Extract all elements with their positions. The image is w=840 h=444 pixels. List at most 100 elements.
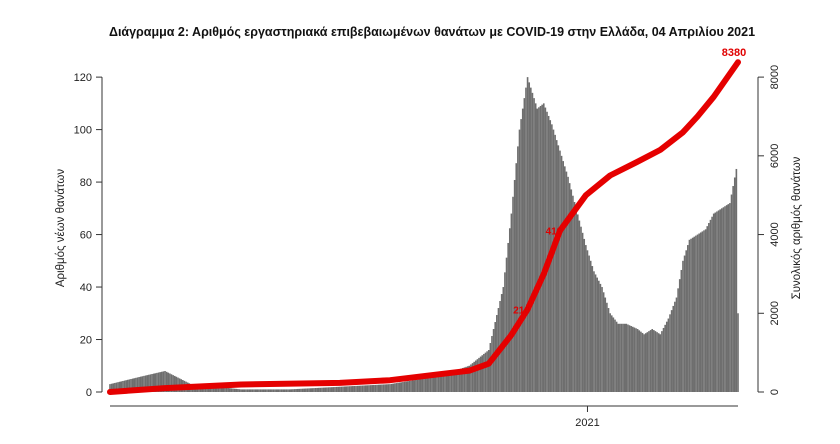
bar [585, 245, 587, 392]
bar [322, 387, 325, 392]
bar [458, 369, 461, 392]
bar [674, 301, 676, 392]
bar [225, 387, 228, 392]
bar [358, 385, 361, 392]
bar [282, 389, 284, 392]
bar [251, 389, 254, 392]
bar [131, 378, 134, 392]
bar [130, 379, 132, 392]
bar [332, 387, 335, 392]
bar [439, 375, 441, 392]
bar [395, 383, 398, 392]
bar [576, 214, 579, 392]
bar [259, 389, 262, 392]
bar [160, 371, 163, 392]
bar [531, 92, 534, 393]
bar [139, 376, 142, 392]
bar [701, 231, 704, 392]
bar [237, 389, 239, 392]
bar [623, 323, 626, 392]
bar [559, 150, 561, 392]
bar [602, 292, 605, 392]
bar [638, 330, 641, 392]
bar [599, 283, 602, 392]
bar [148, 374, 150, 392]
bar [308, 388, 310, 392]
bar [515, 163, 518, 392]
bar [385, 384, 388, 392]
bar [228, 388, 231, 392]
bar [546, 111, 548, 392]
bar [657, 333, 660, 392]
bar [144, 375, 147, 392]
bar [382, 384, 385, 392]
bar [703, 230, 705, 392]
cumulative-mid-label-1: 419 [546, 227, 563, 238]
bar [361, 385, 364, 392]
bar [219, 387, 221, 392]
bar [149, 374, 152, 392]
bar [606, 302, 608, 392]
bar [120, 381, 123, 392]
bar [368, 385, 370, 392]
bar [473, 361, 475, 392]
y-axis-left-label: Αριθμός νέων θανάτων [55, 169, 67, 288]
bar [562, 161, 564, 392]
bar [691, 237, 694, 392]
bar [457, 369, 459, 392]
bar [136, 377, 139, 392]
bar [405, 381, 407, 392]
bar [552, 129, 555, 392]
bar [682, 260, 684, 392]
bar [724, 206, 726, 392]
bar [403, 381, 406, 392]
bar [146, 375, 149, 392]
cumulative-end-label: 8380 [722, 47, 746, 59]
bar [112, 383, 115, 392]
y-tick-label-left: 0 [86, 387, 92, 399]
bar [373, 384, 375, 392]
bar [319, 387, 322, 392]
bar [330, 387, 333, 392]
bar [572, 195, 574, 392]
bar [339, 386, 341, 392]
bar [610, 315, 613, 392]
bar [127, 379, 129, 392]
bar [714, 212, 717, 392]
bar [479, 356, 482, 392]
bar [526, 77, 529, 393]
bar [530, 87, 532, 393]
bar [274, 389, 276, 392]
bar [432, 377, 435, 392]
bar [528, 82, 531, 393]
bar [245, 389, 247, 392]
bar [394, 383, 396, 392]
bar [280, 389, 283, 392]
bar [267, 389, 270, 392]
bar [317, 387, 320, 392]
bar [306, 388, 309, 392]
bar [612, 317, 615, 392]
bar [379, 384, 382, 392]
axes: 0 20 40 60 80 100 120 0 2000 4000 6000 8000 2021 [74, 65, 781, 429]
bar [238, 389, 241, 392]
bar [699, 232, 702, 392]
bar [656, 332, 658, 392]
bar [301, 388, 304, 392]
bar [371, 385, 374, 392]
bar [296, 388, 299, 392]
bar [300, 388, 302, 392]
bar [517, 146, 519, 392]
bar [619, 323, 621, 392]
bar [470, 364, 472, 392]
bar [392, 383, 395, 392]
bar [483, 353, 485, 392]
bar [609, 313, 611, 392]
bar [523, 98, 526, 393]
bar [167, 372, 170, 392]
bar [337, 386, 340, 392]
bar [254, 389, 257, 392]
bar [400, 382, 403, 392]
bar [442, 374, 445, 392]
